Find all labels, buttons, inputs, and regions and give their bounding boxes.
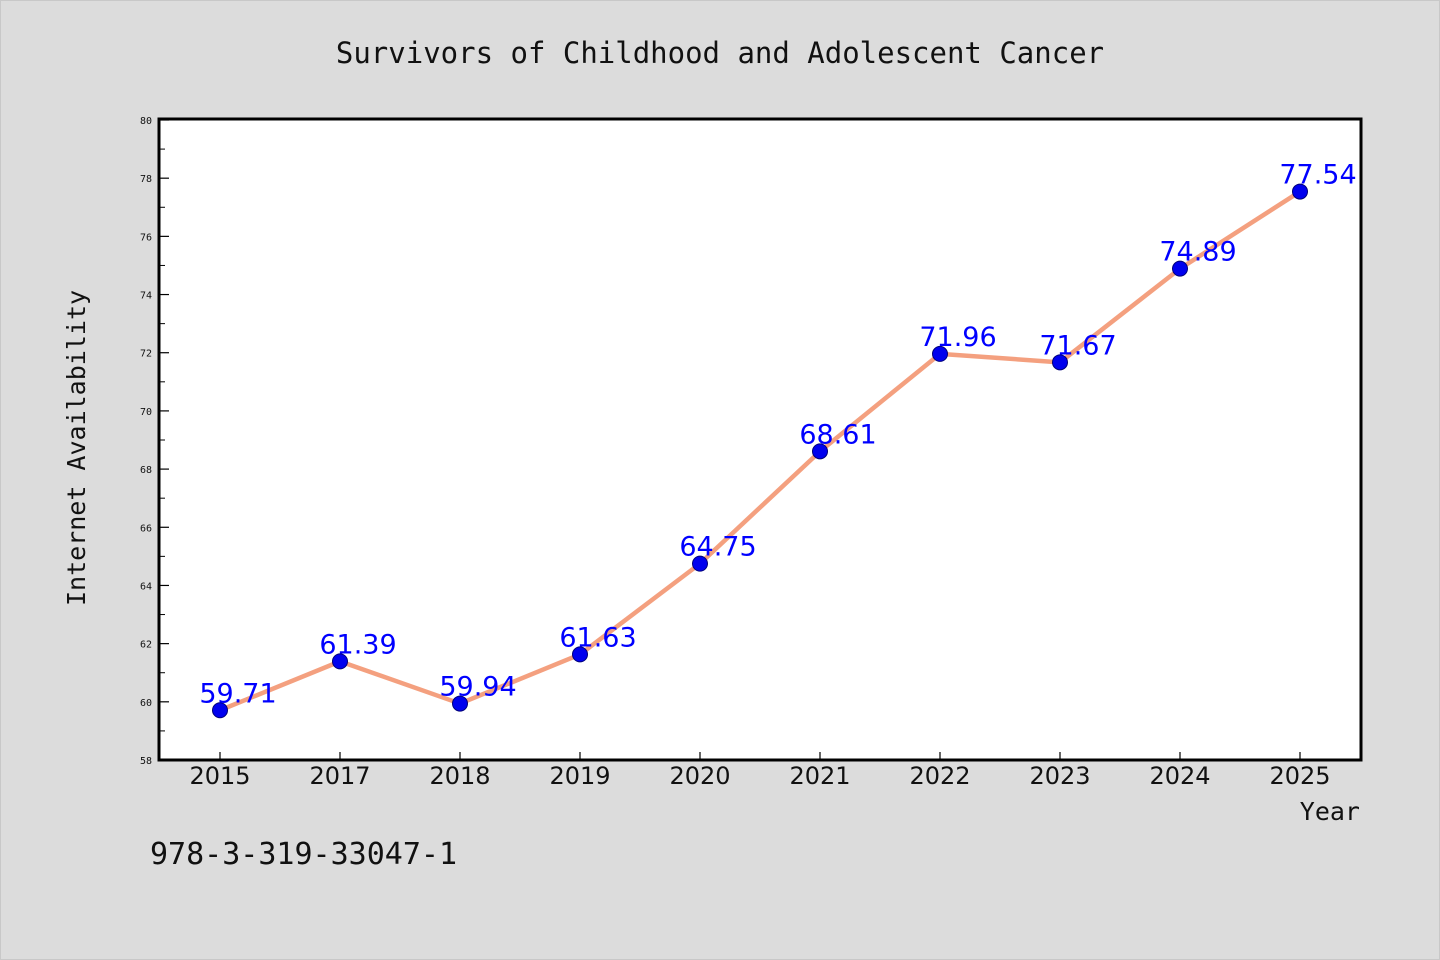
x-tick-label: 2020 xyxy=(669,762,730,790)
y-axis-label: Internet Availability xyxy=(62,290,91,606)
x-tick-label: 2023 xyxy=(1029,762,1090,790)
data-label: 64.75 xyxy=(679,532,756,563)
data-point-marker xyxy=(932,345,948,362)
data-label: 59.94 xyxy=(439,672,516,703)
y-tick-label: 80 xyxy=(140,116,152,127)
data-label: 61.63 xyxy=(559,622,636,653)
data-point-marker xyxy=(452,695,468,712)
plot-area xyxy=(157,117,1363,762)
data-label: 59.71 xyxy=(199,678,276,709)
y-tick-label: 66 xyxy=(140,523,152,534)
data-labels-group: 59.71 61.39 59.94 61.63 64.75 68.61 71.96 71.67… xyxy=(199,160,1356,710)
data-label: 77.54 xyxy=(1279,160,1356,191)
y-tick-label: 62 xyxy=(140,640,152,651)
y-tick-label: 70 xyxy=(140,407,152,418)
x-tick-label: 2022 xyxy=(909,762,970,790)
data-label: 68.61 xyxy=(799,419,876,450)
x-tick-label: 2017 xyxy=(309,762,370,790)
data-point-marker xyxy=(1172,260,1188,277)
x-tick-label: 2021 xyxy=(789,762,850,790)
x-tick-label: 2018 xyxy=(429,762,490,790)
x-axis: 2015 2017 2018 2019 2020 2021 2022 2023 2024 2025 xyxy=(189,752,1331,790)
series-line xyxy=(217,189,1303,713)
data-point-marker xyxy=(212,702,228,719)
y-axis: 58 60 62 64 66 68 70 72 74 76 78 80 xyxy=(140,116,169,767)
y-tick-label: 60 xyxy=(140,698,152,709)
y-tick-label: 64 xyxy=(140,581,152,592)
data-label: 71.67 xyxy=(1039,330,1116,361)
y-tick-label: 78 xyxy=(140,174,152,185)
footnote-text: 978-3-319-33047-1 xyxy=(150,837,457,872)
y-tick-label: 68 xyxy=(140,465,152,476)
y-tick-label: 58 xyxy=(140,756,152,767)
x-axis-label: Year xyxy=(1300,797,1360,826)
data-point-marker xyxy=(1052,354,1068,371)
x-tick-label: 2019 xyxy=(549,762,610,790)
x-tick-label: 2015 xyxy=(189,762,250,790)
data-point-marker xyxy=(692,555,708,572)
data-label: 71.96 xyxy=(919,322,996,353)
y-tick-label: 76 xyxy=(140,232,152,243)
data-point-marker xyxy=(1292,183,1308,200)
data-label: 61.39 xyxy=(319,629,396,660)
series-group xyxy=(212,183,1308,719)
data-point-marker xyxy=(812,443,828,460)
y-tick-label: 72 xyxy=(140,349,152,360)
x-tick-label: 2025 xyxy=(1269,762,1330,790)
data-label: 74.89 xyxy=(1159,237,1236,268)
x-tick-label: 2024 xyxy=(1149,762,1210,790)
data-point-marker xyxy=(332,653,348,670)
chart-title: Survivors of Childhood and Adolescent Ca… xyxy=(336,36,1104,70)
data-point-marker xyxy=(572,646,588,663)
y-tick-label: 74 xyxy=(140,291,152,302)
